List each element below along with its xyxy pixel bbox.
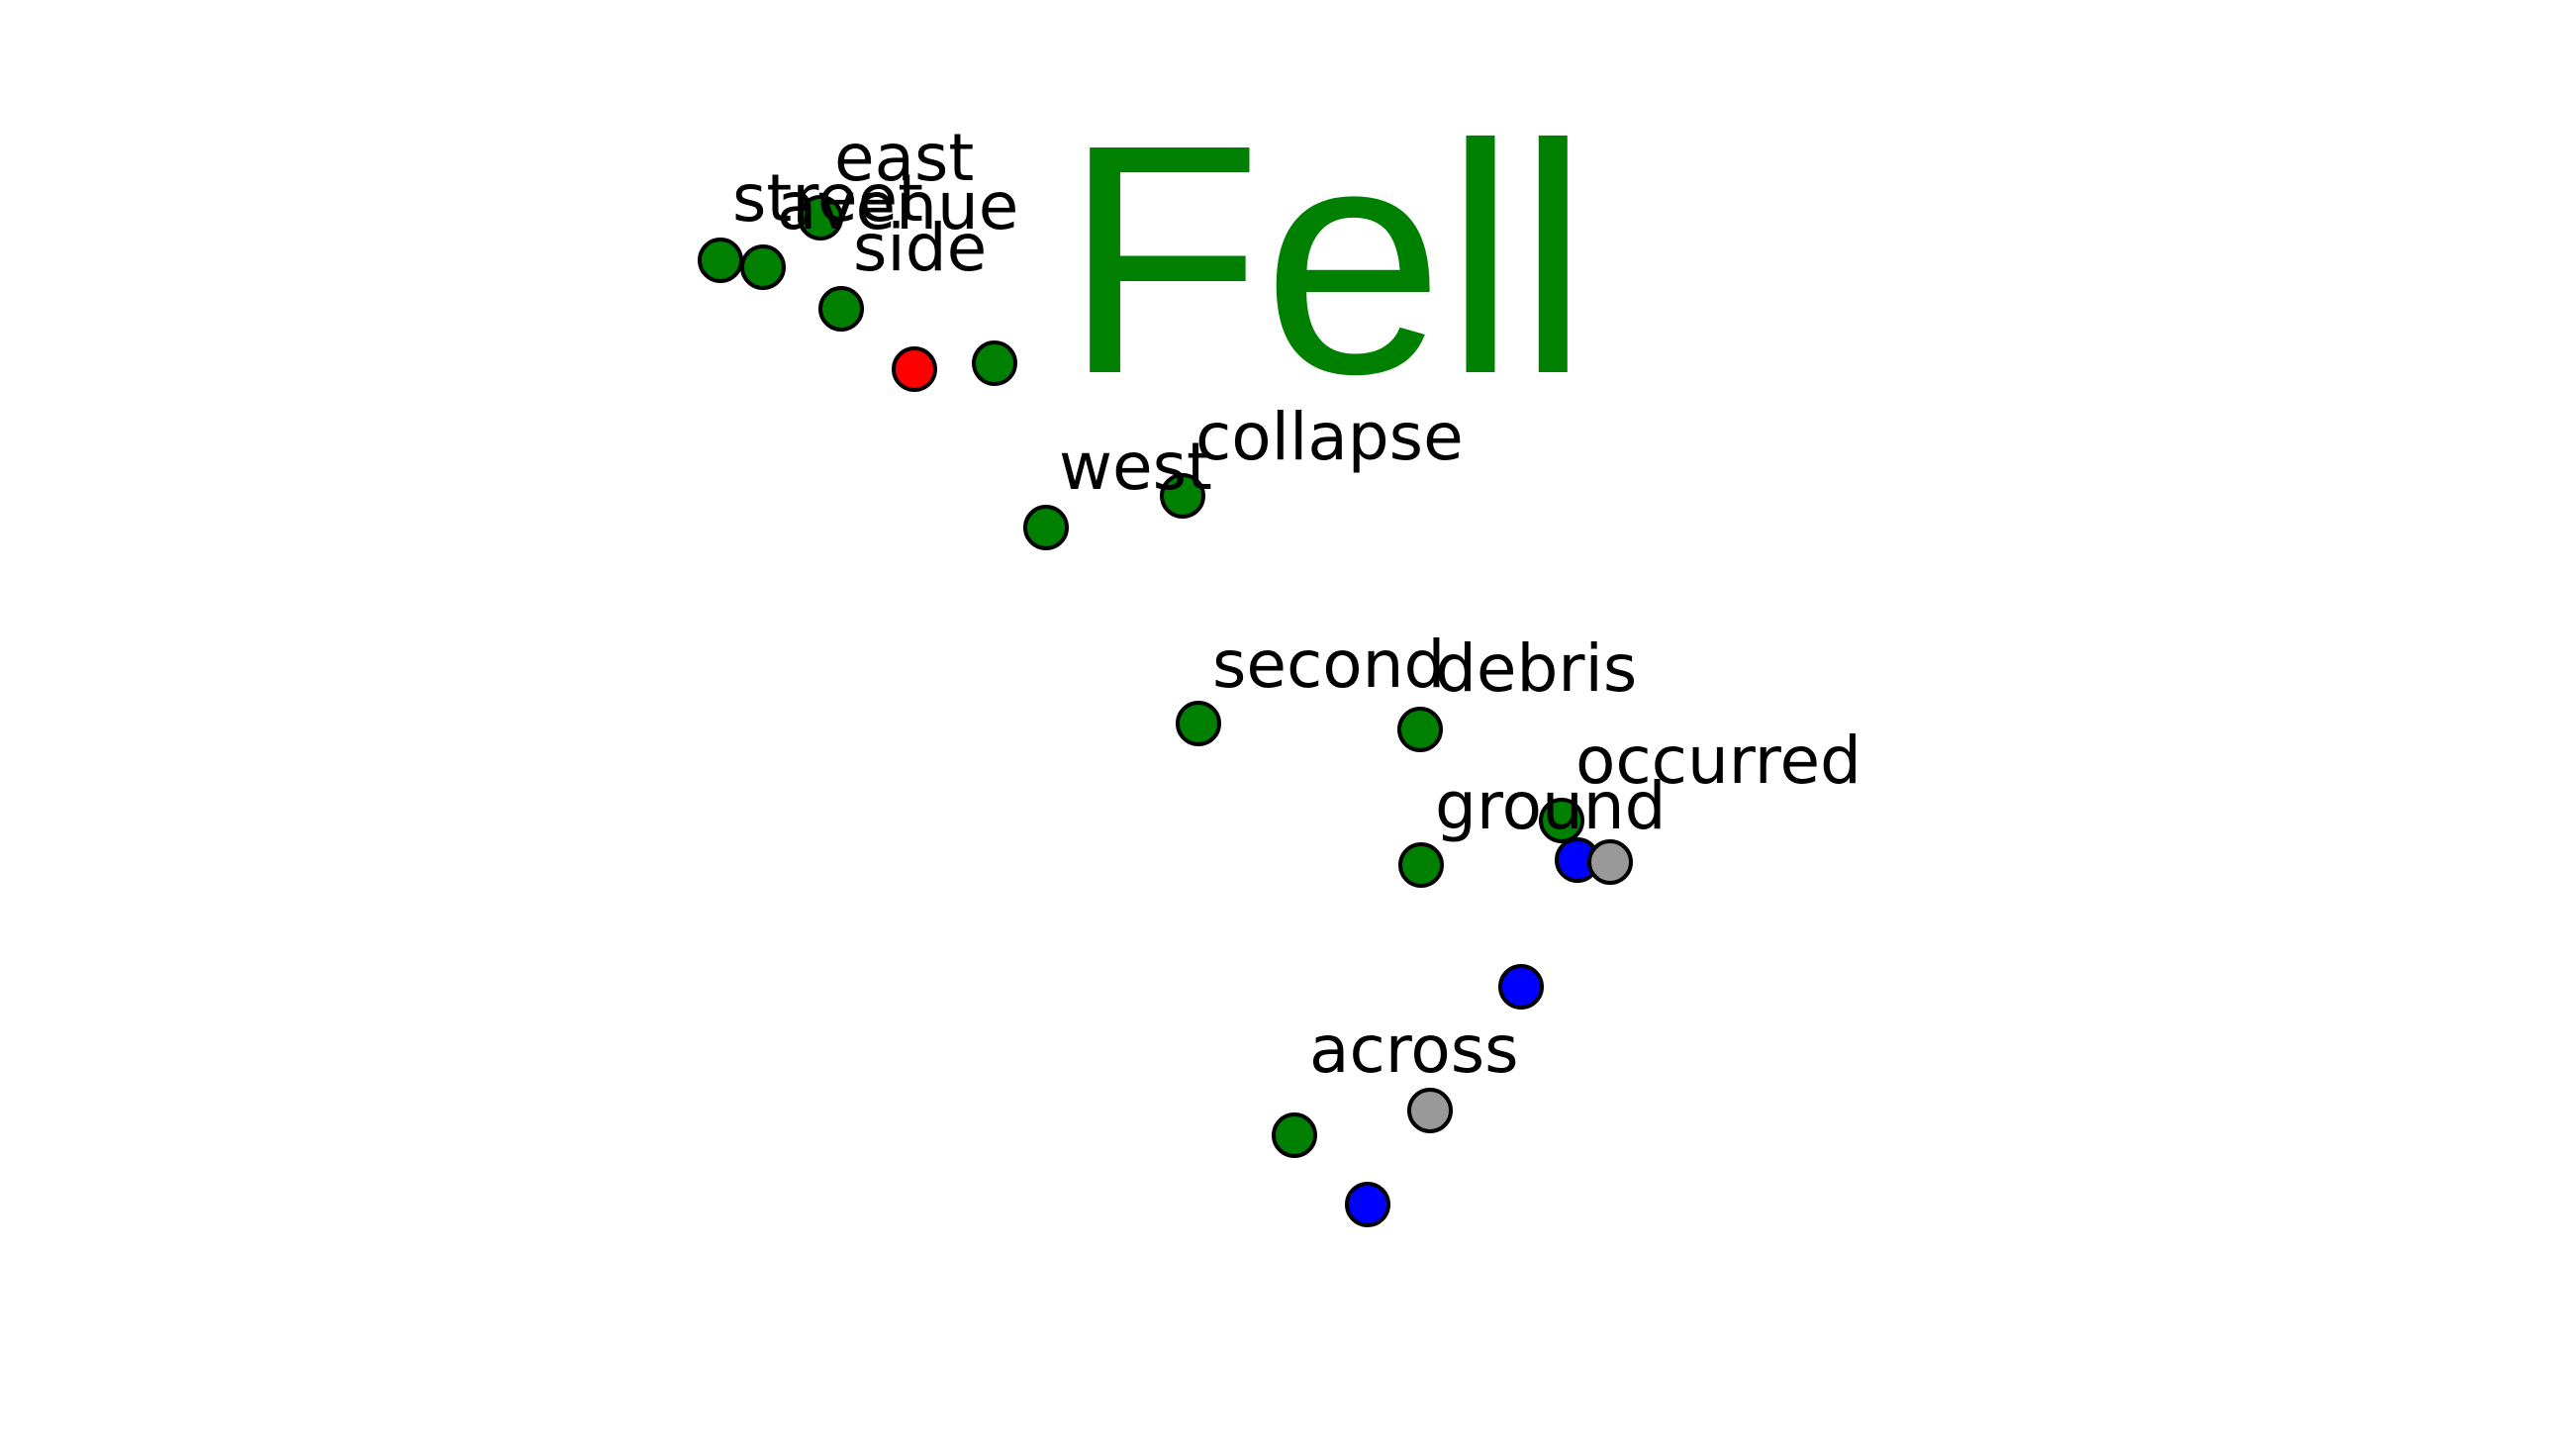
data-point-occurred [1539, 798, 1584, 843]
data-point-ground [1398, 842, 1444, 888]
chart-title: Fell [1063, 76, 1589, 441]
point-label-west: west [1059, 429, 1212, 505]
data-point-blue-17 [1345, 1182, 1390, 1227]
point-label-occurred: occurred [1575, 723, 1861, 799]
data-point-blue-14 [1498, 964, 1544, 1010]
data-point-across [1407, 1088, 1453, 1133]
data-point-green-1 [740, 244, 786, 290]
data-point-green-16 [1272, 1112, 1317, 1158]
point-label-debris: debris [1435, 630, 1637, 707]
point-label-across: across [1309, 1012, 1519, 1088]
point-label-avenue: avenue [777, 168, 1018, 244]
point-label-street: street [732, 160, 923, 237]
point-label-ground: ground [1435, 768, 1667, 844]
data-point-collapse [1160, 473, 1205, 519]
point-label-second: second [1212, 627, 1445, 703]
data-point-debris [1397, 707, 1443, 752]
data-point-west [1023, 505, 1069, 550]
point-label-side: side [853, 210, 987, 286]
data-point-green-5 [972, 340, 1017, 386]
points-layer [698, 195, 1633, 1227]
data-point-street [698, 238, 743, 283]
data-point-avenue [798, 195, 843, 241]
data-point-red-4 [892, 346, 937, 392]
point-label-collapse: collapse [1195, 399, 1464, 475]
data-point-side [818, 286, 864, 332]
point-label-east: east [834, 120, 974, 196]
data-point-gray-13 [1587, 839, 1633, 885]
data-point-second [1176, 701, 1221, 746]
